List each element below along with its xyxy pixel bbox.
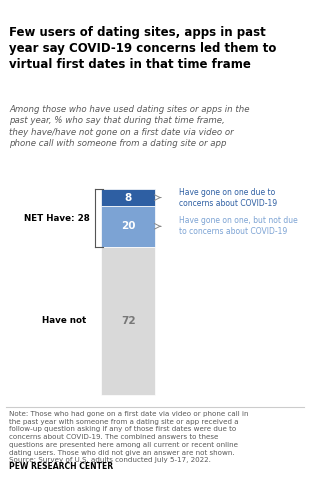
Text: Note: Those who had gone on a first date via video or phone call in
the past yea: Note: Those who had gone on a first date… [9,411,249,464]
Text: PEW RESEARCH CENTER: PEW RESEARCH CENTER [9,462,113,470]
Text: 72: 72 [121,316,135,326]
Text: Few users of dating sites, apps in past
year say COVID-19 concerns led them to
v: Few users of dating sites, apps in past … [9,26,277,71]
Text: 8: 8 [125,192,132,203]
Text: Among those who have used dating sites or apps in the
past year, % who say that : Among those who have used dating sites o… [9,105,250,148]
Text: NET Have: 28: NET Have: 28 [24,213,90,223]
Bar [101,206,155,247]
Text: Have gone on one, but not due
to concerns about COVID-19: Have gone on one, but not due to concern… [179,216,298,236]
Text: Have not: Have not [42,316,86,325]
Text: 20: 20 [121,221,135,231]
Bar [101,190,155,206]
Text: Have gone on one due to
concerns about COVID-19: Have gone on one due to concerns about C… [179,188,277,208]
